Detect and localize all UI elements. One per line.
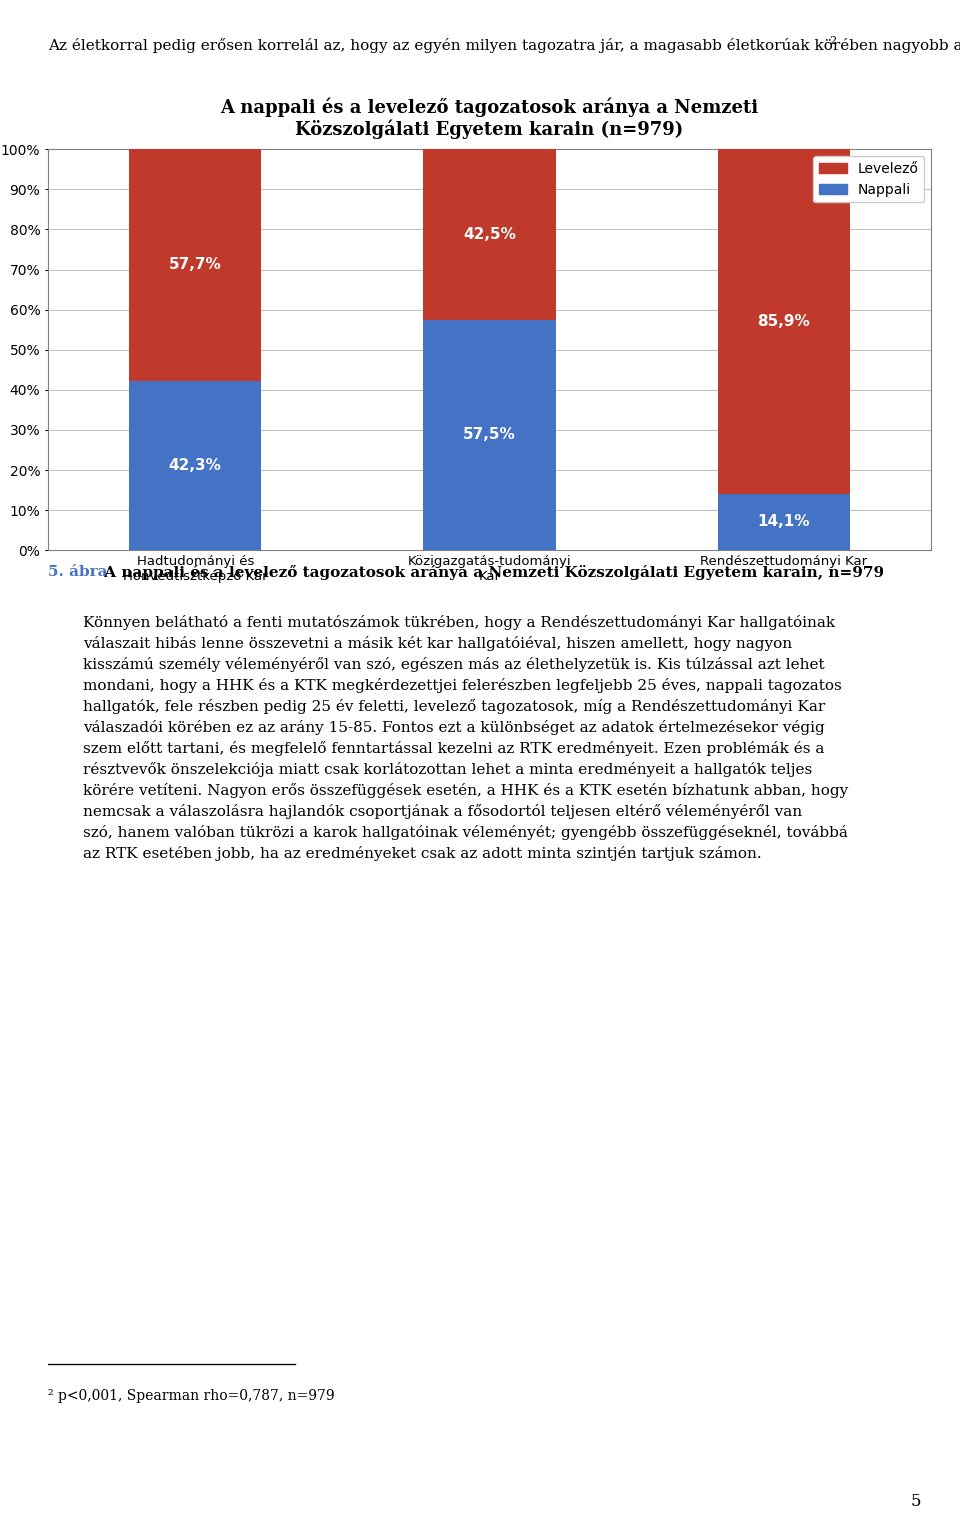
Text: 5. ábra: 5. ábra [48, 564, 108, 579]
Text: 5: 5 [911, 1493, 922, 1510]
Text: 85,9%: 85,9% [757, 314, 810, 330]
Bar [129, 380, 261, 550]
Text: 42,3%: 42,3% [169, 458, 222, 472]
Text: A nappali és a levelező tagozatosok aránya a Nemzeti Közszolgálati Egyetem karai: A nappali és a levelező tagozatosok arán… [99, 564, 884, 579]
Title: A nappali és a levelező tagozatosok aránya a Nemzeti
Közszolgálati Egyetem karai: A nappali és a levelező tagozatosok arán… [221, 97, 758, 140]
Text: 42,5%: 42,5% [463, 227, 516, 242]
Bar [718, 149, 851, 494]
Text: 2: 2 [829, 37, 837, 46]
Legend: Levelező, Nappali: Levelező, Nappali [813, 156, 924, 202]
Text: Az életkorral pedig erősen korrelál az, hogy az egyén milyen tagozatra jár, a ma: Az életkorral pedig erősen korrelál az, … [48, 38, 960, 54]
Bar [423, 320, 556, 550]
Bar [423, 149, 556, 320]
Text: 57,7%: 57,7% [169, 258, 222, 273]
Text: 57,5%: 57,5% [464, 428, 516, 443]
Text: Könnyen belátható a fenti mutatószámok tükrében, hogy a Rendészettudományi Kar h: Könnyen belátható a fenti mutatószámok t… [84, 615, 849, 862]
Bar [129, 149, 261, 380]
Bar [718, 494, 851, 550]
Text: ² p<0,001, Spearman rho=0,787, n=979: ² p<0,001, Spearman rho=0,787, n=979 [48, 1389, 335, 1403]
Text: 14,1%: 14,1% [757, 515, 810, 529]
